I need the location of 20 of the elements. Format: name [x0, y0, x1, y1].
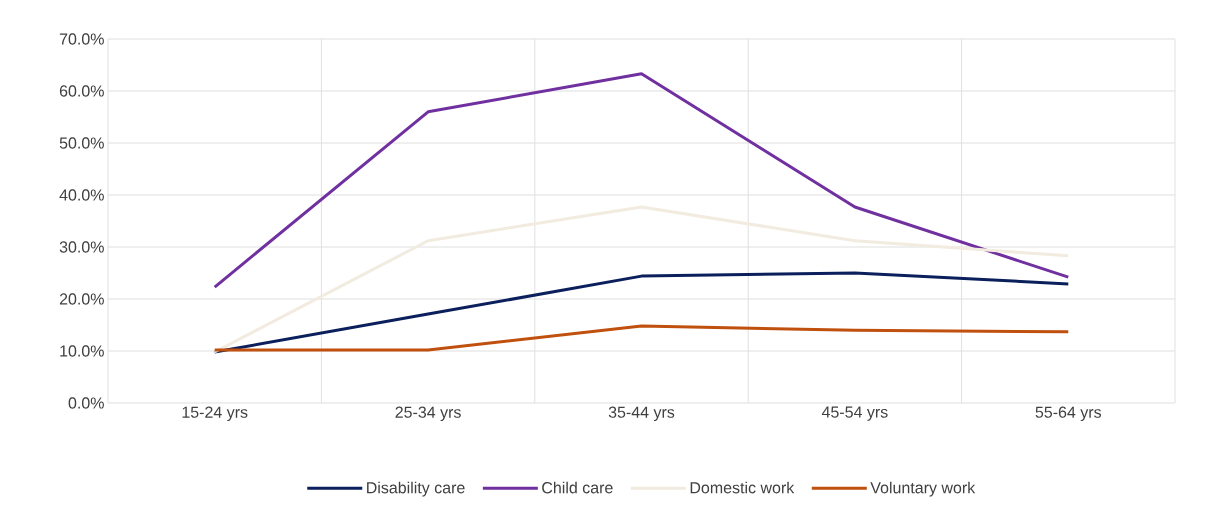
y-tick-label: 20.0%	[59, 293, 104, 305]
legend-label: Voluntary work	[870, 481, 976, 497]
legend-label: Child care	[542, 481, 613, 494]
y-tick-label: 70.0%	[59, 33, 104, 45]
y-tick-label: 60.0%	[59, 85, 104, 97]
line-series	[213, 205, 1070, 354]
x-tick-label: 25-34 yrs	[395, 406, 461, 422]
line-series	[213, 324, 1070, 352]
x-tick-label: 45-54 yrs	[821, 406, 888, 421]
x-tick-label: 35-44 yrs	[608, 406, 675, 422]
y-tick-label: 30.0%	[59, 241, 104, 253]
y-tick-label: 50.0%	[59, 137, 104, 149]
legend-label: Domestic work	[690, 481, 795, 494]
legend-label: Disability care	[367, 481, 465, 497]
y-tick-label: 40.0%	[59, 189, 104, 201]
x-tick-label: 55-64 yrs	[1035, 406, 1102, 422]
line-series	[213, 72, 1070, 289]
y-tick-label: 0.0%	[68, 397, 104, 409]
y-tick-label: 10.0%	[60, 345, 104, 357]
x-tick-label: 15-24 yrs	[182, 406, 248, 422]
